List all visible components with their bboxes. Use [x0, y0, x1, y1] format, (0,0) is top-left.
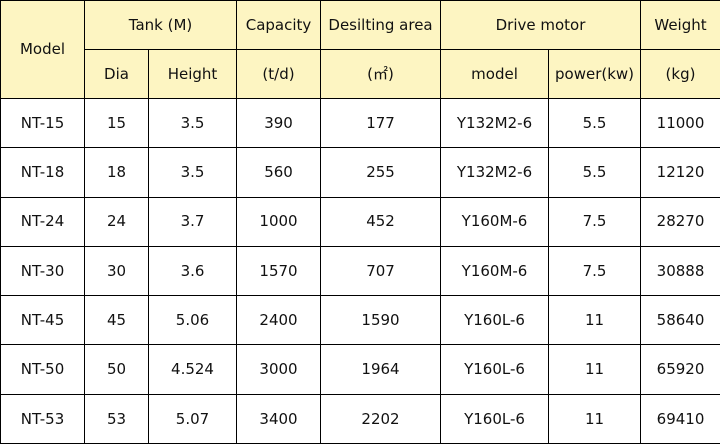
cell-motor-model: Y160M-6 — [440, 196, 550, 247]
table-header: Model Tank (M) Capacity Desilting area D… — [0, 0, 720, 99]
cell-weight: 28270 — [640, 196, 720, 247]
header-dia: Dia — [84, 49, 149, 99]
cell-motor-model: Y160L-6 — [440, 344, 550, 395]
cell-model: NT-30 — [0, 245, 85, 297]
cell-model: NT-15 — [0, 97, 85, 149]
cell-area: 2202 — [320, 393, 442, 444]
header-weight-unit: (kg) — [640, 49, 720, 99]
cell-dia: 50 — [84, 344, 149, 395]
cell-power: 5.5 — [548, 147, 642, 198]
cell-capacity: 390 — [236, 97, 322, 149]
cell-capacity: 2400 — [236, 295, 322, 346]
cell-motor-model: Y132M2-6 — [440, 97, 550, 149]
header-row-sub: Dia Height (t/d) (㎡) model power(kw) (kg… — [1, 49, 720, 99]
header-desilting-area: Desilting area — [320, 0, 442, 50]
cell-dia: 53 — [84, 393, 149, 444]
header-model: Model — [0, 0, 85, 99]
header-desilting-area-unit: (㎡) — [320, 49, 442, 99]
cell-power: 5.5 — [548, 97, 642, 149]
cell-capacity: 3000 — [236, 344, 322, 395]
header-capacity: Capacity — [236, 0, 322, 50]
cell-height: 3.6 — [147, 245, 238, 297]
cell-dia: 15 — [84, 97, 149, 149]
cell-area: 1590 — [320, 295, 442, 346]
cell-dia: 30 — [84, 245, 149, 297]
header-row-top: Model Tank (M) Capacity Desilting area D… — [0, 0, 720, 99]
cell-model: NT-53 — [0, 393, 85, 444]
cell-weight: 12120 — [640, 147, 720, 198]
cell-capacity: 3400 — [236, 393, 322, 444]
cell-height: 3.5 — [147, 147, 238, 198]
cell-weight: 65920 — [640, 344, 720, 395]
cell-motor-model: Y132M2-6 — [440, 147, 550, 198]
table-row: NT-45 45 5.06 2400 1590 Y160L-6 11 58640 — [0, 295, 720, 346]
header-weight: Weight — [640, 0, 720, 50]
header-capacity-unit: (t/d) — [236, 49, 322, 99]
cell-weight: 69410 — [640, 393, 720, 444]
cell-height: 4.524 — [147, 344, 238, 395]
cell-model: NT-18 — [0, 147, 85, 198]
cell-power: 11 — [548, 344, 642, 395]
cell-dia: 24 — [84, 196, 149, 247]
cell-height: 5.06 — [147, 295, 238, 346]
table-row: NT-15 15 3.5 390 177 Y132M2-6 5.5 11000 — [0, 97, 720, 149]
header-height: Height — [147, 49, 238, 99]
header-motor-model: model — [440, 49, 550, 99]
cell-area: 452 — [320, 196, 442, 247]
table-row: NT-30 30 3.6 1570 707 Y160M-6 7.5 30888 — [0, 245, 720, 297]
table-row: NT-53 53 5.07 3400 2202 Y160L-6 11 69410 — [0, 393, 720, 444]
cell-dia: 45 — [84, 295, 149, 346]
cell-area: 255 — [320, 147, 442, 198]
cell-model: NT-45 — [0, 295, 85, 346]
header-drive-motor: Drive motor — [440, 0, 642, 50]
table-row: NT-18 18 3.5 560 255 Y132M2-6 5.5 12120 — [0, 147, 720, 198]
cell-area: 177 — [320, 97, 442, 149]
cell-model: NT-24 — [0, 196, 85, 247]
cell-capacity: 1000 — [236, 196, 322, 247]
cell-area: 707 — [320, 245, 442, 297]
cell-motor-model: Y160M-6 — [440, 245, 550, 297]
cell-power: 7.5 — [548, 245, 642, 297]
header-tank: Tank (M) — [83, 0, 238, 50]
cell-power: 7.5 — [548, 196, 642, 247]
cell-weight: 30888 — [640, 245, 720, 297]
cell-weight: 58640 — [640, 295, 720, 346]
cell-motor-model: Y160L-6 — [440, 393, 550, 444]
cell-capacity: 1570 — [236, 245, 322, 297]
header-motor-power: power(kw) — [548, 49, 642, 99]
cell-motor-model: Y160L-6 — [440, 295, 550, 346]
table-row: NT-50 50 4.524 3000 1964 Y160L-6 11 6592… — [0, 344, 720, 395]
cell-power: 11 — [548, 393, 642, 444]
cell-power: 11 — [548, 295, 642, 346]
table-row: NT-24 24 3.7 1000 452 Y160M-6 7.5 28270 — [0, 196, 720, 247]
cell-weight: 11000 — [640, 97, 720, 149]
cell-model: NT-50 — [0, 344, 85, 395]
cell-height: 3.5 — [147, 97, 238, 149]
cell-dia: 18 — [84, 147, 149, 198]
cell-capacity: 560 — [236, 147, 322, 198]
cell-area: 1964 — [320, 344, 442, 395]
table-body: NT-15 15 3.5 390 177 Y132M2-6 5.5 11000 … — [0, 97, 720, 444]
cell-height: 5.07 — [147, 393, 238, 444]
cell-height: 3.7 — [147, 196, 238, 247]
